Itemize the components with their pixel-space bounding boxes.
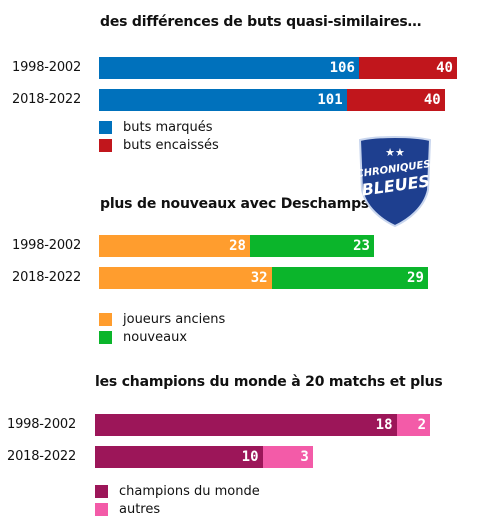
bar-segment: 2 xyxy=(396,414,430,436)
legend-item: buts encaissés xyxy=(99,137,219,153)
data-label: 3 xyxy=(300,449,309,465)
legend-label: nouveaux xyxy=(123,329,188,345)
data-label: 40 xyxy=(436,60,453,76)
legend-item: buts marqués xyxy=(99,119,213,135)
legend-swatch xyxy=(95,484,108,498)
legend-label: champions du monde xyxy=(119,483,260,499)
category-label: 2018-2022 xyxy=(12,92,82,107)
data-label: 32 xyxy=(250,270,268,286)
data-label: 29 xyxy=(407,270,424,286)
logo-shield-icon xyxy=(358,136,432,228)
bar-segment: 40 xyxy=(358,57,457,79)
legend-label: autres xyxy=(119,501,161,517)
stacked-bar: 106 40 xyxy=(99,57,457,79)
category-label: 1998-2002 xyxy=(12,238,82,253)
legend-swatch xyxy=(99,330,112,344)
data-label: 2 xyxy=(417,417,426,433)
bar-segment: 106 xyxy=(99,57,359,79)
stacked-bar: 18 2 xyxy=(95,414,430,436)
legend-swatch xyxy=(99,120,112,134)
legend-item: champions du monde xyxy=(95,483,260,499)
chart-title: les champions du monde à 20 matchs et pl… xyxy=(95,374,443,390)
bar-segment: 29 xyxy=(271,267,428,289)
stacked-bar: 101 40 xyxy=(99,89,445,111)
legend-label: joueurs anciens xyxy=(123,311,226,327)
data-label: 23 xyxy=(353,238,370,254)
legend-label: buts marqués xyxy=(123,119,213,135)
bar-segment: 10 xyxy=(95,446,263,468)
legend-label: buts encaissés xyxy=(123,137,219,153)
chart-title: des différences de buts quasi-similaires… xyxy=(100,14,422,30)
data-label: 40 xyxy=(423,92,441,108)
bar-segment: 28 xyxy=(99,235,250,257)
bar-segment: 3 xyxy=(262,446,313,468)
legend-item: joueurs anciens xyxy=(99,311,225,327)
category-label: 1998-2002 xyxy=(7,417,77,432)
stacked-bar: 32 29 xyxy=(99,267,428,289)
bar-segment: 32 xyxy=(99,267,272,289)
chart-title: plus de nouveaux avec Deschamps xyxy=(100,196,370,212)
data-label: 18 xyxy=(375,417,393,433)
logo-stars: ★★ xyxy=(385,146,405,159)
data-label: 10 xyxy=(241,449,259,465)
legend-item: nouveaux xyxy=(99,329,187,345)
category-label: 2018-2022 xyxy=(7,449,77,464)
bar-segment: 18 xyxy=(95,414,397,436)
legend-item: autres xyxy=(95,501,160,517)
bar-segment: 101 xyxy=(99,89,347,111)
data-label: 28 xyxy=(229,238,246,254)
bar-segment: 40 xyxy=(346,89,445,111)
legend-swatch xyxy=(99,138,112,152)
bar-segment: 23 xyxy=(249,235,374,257)
category-label: 1998-2002 xyxy=(12,60,82,75)
chroniques-bleues-logo: ★★ CHRONIQUES BLEUES xyxy=(356,136,432,228)
legend-swatch xyxy=(99,312,112,326)
legend-swatch xyxy=(95,502,108,516)
data-label: 101 xyxy=(317,92,343,108)
stacked-bar: 28 23 xyxy=(99,235,374,257)
stacked-bar: 10 3 xyxy=(95,446,313,468)
data-label: 106 xyxy=(329,60,355,76)
category-label: 2018-2022 xyxy=(12,270,82,285)
